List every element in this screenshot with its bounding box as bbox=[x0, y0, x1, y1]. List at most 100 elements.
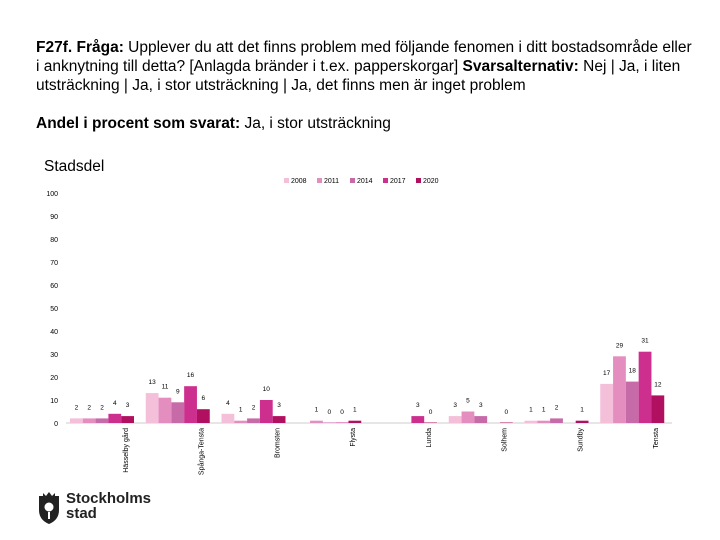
chart-title: Stadsdel bbox=[44, 158, 105, 175]
bar-value-label: 0 bbox=[340, 409, 344, 416]
bar-value-label: 4 bbox=[113, 400, 117, 407]
bar-2020 bbox=[651, 395, 665, 423]
share-subtitle: Andel i procent som svarat: Ja, i stor u… bbox=[36, 115, 391, 133]
bar-value-label: 1 bbox=[580, 407, 584, 414]
bar-2011 bbox=[310, 420, 323, 423]
y-tick-label: 10 bbox=[50, 398, 58, 405]
bar-2011 bbox=[613, 356, 626, 423]
question-code: F27f. Fråga: bbox=[36, 39, 124, 56]
legend-label: 2011 bbox=[324, 178, 339, 185]
bar-value-label: 2 bbox=[75, 404, 79, 411]
bar-value-label: 17 bbox=[603, 370, 611, 377]
x-tick-label: Tensta bbox=[653, 428, 660, 449]
legend-label: 2014 bbox=[357, 178, 373, 185]
bar-2008 bbox=[448, 416, 462, 423]
bar-2008 bbox=[524, 420, 538, 423]
bar-value-label: 0 bbox=[429, 409, 433, 416]
bar-value-label: 0 bbox=[327, 409, 331, 416]
logo-line-1: Stockholms bbox=[66, 490, 152, 507]
bar-value-label: 1 bbox=[529, 407, 533, 414]
bar-value-label: 2 bbox=[252, 404, 256, 411]
bar-value-label: 1 bbox=[542, 407, 546, 414]
bar-value-label: 11 bbox=[162, 384, 169, 391]
bar-2020 bbox=[499, 422, 513, 423]
bar-value-label: 13 bbox=[149, 379, 157, 386]
y-tick-label: 60 bbox=[50, 283, 58, 290]
bar-2020 bbox=[575, 420, 589, 423]
bar-value-label: 18 bbox=[629, 368, 637, 375]
bar-value-label: 1 bbox=[353, 407, 357, 414]
question-text: F27f. Fråga: Upplever du att det finns p… bbox=[36, 38, 696, 95]
answers-label: Svarsalternativ: bbox=[462, 58, 579, 75]
bar-2014 bbox=[474, 416, 488, 423]
share-label: Andel i procent som svarat: bbox=[36, 115, 241, 132]
stockholm-crest-icon bbox=[39, 492, 59, 524]
x-tick-label: Spånga-Tensta bbox=[198, 428, 206, 475]
y-tick-label: 70 bbox=[50, 260, 58, 267]
bar-value-label: 1 bbox=[315, 407, 319, 414]
bar-value-label: 31 bbox=[641, 338, 649, 345]
bar-value-label: 6 bbox=[202, 395, 206, 402]
bar-2017 bbox=[108, 413, 122, 423]
stockholm-logo: Stockholms stad bbox=[36, 490, 186, 526]
bar-value-label: 3 bbox=[479, 402, 483, 409]
bar-2014 bbox=[247, 418, 260, 423]
x-tick-label: Solhem bbox=[502, 428, 509, 452]
x-tick-label: Sundby bbox=[577, 428, 584, 452]
legend-swatch bbox=[350, 178, 355, 183]
bar-2011 bbox=[461, 411, 475, 423]
answers-text: Nej | Ja, i liten utsträckning | Ja, i s… bbox=[36, 58, 681, 94]
bar-value-label: 3 bbox=[453, 402, 457, 409]
legend-swatch bbox=[317, 178, 322, 183]
bar-value-label: 3 bbox=[126, 402, 130, 409]
bar-2014 bbox=[171, 402, 185, 423]
bar-2008 bbox=[221, 413, 235, 423]
bar-value-label: 5 bbox=[466, 398, 470, 405]
bar-2011 bbox=[234, 420, 248, 423]
legend-label: 2017 bbox=[390, 178, 406, 185]
bar-value-label: 2 bbox=[555, 404, 559, 411]
legend-label: 2020 bbox=[423, 178, 439, 185]
bar-2020 bbox=[272, 416, 286, 423]
bar-value-label: 16 bbox=[187, 372, 195, 379]
share-value: Ja, i stor utsträckning bbox=[244, 115, 391, 132]
legend-label: 2008 bbox=[291, 178, 307, 185]
bar-value-label: 0 bbox=[505, 409, 509, 416]
bar-value-label: 3 bbox=[416, 402, 420, 409]
bar-2014 bbox=[550, 418, 563, 423]
bar-2017 bbox=[335, 422, 349, 423]
legend-swatch bbox=[383, 178, 388, 183]
bar-2014 bbox=[95, 418, 109, 423]
y-tick-label: 80 bbox=[50, 237, 58, 244]
bar-value-label: 3 bbox=[277, 402, 281, 409]
bar-value-label: 9 bbox=[176, 388, 180, 395]
bar-2011 bbox=[82, 418, 96, 423]
legend-swatch bbox=[284, 178, 289, 183]
bar-2020 bbox=[196, 409, 210, 423]
y-tick-label: 30 bbox=[50, 352, 58, 359]
y-tick-label: 0 bbox=[54, 421, 58, 428]
bar-value-label: 4 bbox=[226, 400, 230, 407]
y-tick-label: 40 bbox=[50, 329, 58, 336]
bar-value-label: 2 bbox=[87, 404, 91, 411]
bar-2017 bbox=[259, 400, 273, 423]
bar-2017 bbox=[411, 416, 425, 423]
x-tick-label: Bromsten bbox=[274, 428, 281, 458]
bar-2020 bbox=[424, 422, 437, 423]
bar-2008 bbox=[145, 393, 159, 423]
bar-2008 bbox=[600, 383, 614, 423]
bar-value-label: 2 bbox=[100, 404, 104, 411]
y-tick-label: 100 bbox=[46, 191, 58, 198]
bar-value-label: 1 bbox=[239, 407, 243, 414]
bar-value-label: 12 bbox=[654, 381, 662, 388]
x-tick-label: Lunda bbox=[426, 428, 433, 448]
question-body: Upplever du att det finns problem med fö… bbox=[36, 39, 692, 75]
bar-2020 bbox=[121, 416, 134, 423]
logo-line-2: stad bbox=[66, 505, 97, 522]
bar-value-label: 29 bbox=[616, 342, 624, 349]
bar-2008 bbox=[70, 418, 83, 423]
legend-swatch bbox=[416, 178, 421, 183]
y-tick-label: 90 bbox=[50, 214, 58, 221]
bar-2017 bbox=[184, 386, 197, 423]
